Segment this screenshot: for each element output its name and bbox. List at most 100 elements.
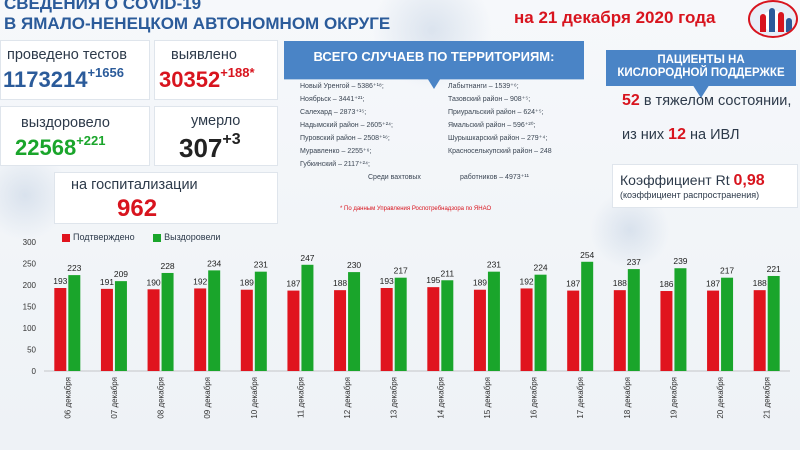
bar-recovered <box>487 271 500 371</box>
severe-line: 52 в тяжелом состоянии, <box>622 92 791 110</box>
bar-value-label: 217 <box>394 266 408 276</box>
coefficient-sub: (коэффициент распространения) <box>620 190 760 200</box>
tests-value: 1173214+1656 <box>3 65 124 92</box>
bar-confirmed <box>707 290 720 371</box>
coefficient-label: Коэффициент Rt <box>620 172 730 188</box>
x-tick-label: 10 декабря <box>250 377 259 419</box>
legend-swatch-green <box>153 233 162 242</box>
bar-value-label: 247 <box>300 253 314 263</box>
page-title: СВЕДЕНИЯ О COVID-19 В ЯМАЛО-НЕНЕЦКОМ АВТ… <box>4 0 390 34</box>
territory-item: Приуральский район – 624⁺⁵; <box>448 109 544 116</box>
shift-workers-value: работников – 4973⁺¹¹ <box>460 174 529 181</box>
legend-item-recovered: Выздоровели <box>153 232 228 242</box>
died-card: умерло 307+3 <box>154 106 278 166</box>
bar-value-label: 195 <box>426 275 440 285</box>
severe-value: 52 <box>622 92 640 109</box>
territory-item: Губкинский – 2117⁺²⁴; <box>300 161 370 168</box>
report-date: на 21 декабря 2020 года <box>514 8 716 27</box>
hospital-value: 962 <box>117 195 158 222</box>
bar-value-label: 189 <box>473 278 487 288</box>
bar-confirmed <box>520 288 533 371</box>
died-delta: +3 <box>222 131 241 148</box>
detected-value: 30352+188* <box>159 65 255 92</box>
ivl-prefix: из них <box>622 127 665 143</box>
ivl-suffix: на ИВЛ <box>690 127 740 143</box>
tests-label: проведено тестов <box>7 47 127 63</box>
bar-confirmed <box>613 290 626 371</box>
chart-legend: Подтверждено Выздоровели <box>62 232 236 242</box>
recovered-delta: +221 <box>76 133 106 148</box>
bar-value-label: 188 <box>753 278 767 288</box>
x-tick-label: 18 декабря <box>623 377 632 419</box>
bar-confirmed <box>100 288 113 371</box>
bar-value-label: 234 <box>207 258 221 268</box>
bar-value-label: 191 <box>100 277 114 287</box>
title-line-2: В ЯМАЛО-НЕНЕЦКОМ АВТОНОМНОМ ОКРУГЕ <box>4 14 391 33</box>
territory-item: Ямальский район – 596⁺²⁰; <box>448 122 536 129</box>
bar-value-label: 230 <box>347 260 361 270</box>
x-tick-label: 15 декабря <box>483 377 492 419</box>
bar-value-label: 237 <box>627 257 641 267</box>
bar-value-label: 221 <box>767 264 781 274</box>
territory-item: Новый Уренгой – 5386⁺¹⁸; <box>300 83 384 90</box>
x-tick-label: 12 декабря <box>343 377 352 419</box>
territory-item: Надымский район – 2605⁺²⁴; <box>300 122 393 129</box>
bar-recovered <box>767 275 780 371</box>
territory-item: Шурышкарский район – 279⁺⁴; <box>448 135 548 142</box>
bar-recovered <box>674 268 687 371</box>
bar-recovered <box>348 272 361 371</box>
x-tick-label: 07 декабря <box>110 377 119 419</box>
detected-card: выявлено 30352+188* <box>154 40 278 100</box>
y-tick-label: 0 <box>32 367 37 376</box>
x-tick-label: 21 декабря <box>763 377 772 419</box>
bar-recovered <box>161 272 174 371</box>
x-tick-label: 20 декабря <box>716 377 725 419</box>
x-tick-label: 08 декабря <box>157 377 166 419</box>
bar-confirmed <box>753 290 766 371</box>
bar-confirmed <box>427 287 440 371</box>
x-tick-label: 14 декабря <box>436 377 445 419</box>
bar-confirmed <box>473 289 486 371</box>
bar-value-label: 254 <box>580 250 594 260</box>
bar-recovered <box>534 274 547 371</box>
x-tick-label: 13 декабря <box>390 377 399 419</box>
coefficient-card <box>612 164 798 208</box>
y-tick-label: 50 <box>27 346 36 355</box>
bar-confirmed <box>194 288 207 371</box>
x-tick-label: 19 декабря <box>669 377 678 419</box>
died-value: 307+3 <box>179 131 241 163</box>
shift-workers-label: Среди вахтовых <box>368 174 421 181</box>
detected-label: выявлено <box>171 47 237 63</box>
y-tick-label: 300 <box>23 238 37 247</box>
legend-item-confirmed: Подтверждено <box>62 232 143 242</box>
territory-item: Тазовский район – 908⁺⁵; <box>448 96 531 103</box>
hospital-label: на госпитализации <box>71 177 198 193</box>
severe-text: в тяжелом состоянии, <box>643 93 792 109</box>
x-tick-label: 17 декабря <box>576 377 585 419</box>
tests-delta: +1656 <box>87 65 124 80</box>
bar-value-label: 209 <box>114 269 128 279</box>
x-tick-label: 16 декабря <box>530 377 539 419</box>
bar-value-label: 188 <box>613 278 627 288</box>
detected-delta: +188* <box>220 65 255 80</box>
bar-confirmed <box>660 291 673 371</box>
bar-recovered <box>114 281 127 371</box>
hospital-card: на госпитализации 962 <box>54 172 278 224</box>
bar-recovered <box>721 277 734 371</box>
bar-value-label: 192 <box>519 276 533 286</box>
recovered-value: 22568+221 <box>15 133 106 160</box>
bar-confirmed <box>380 288 393 371</box>
bar-recovered <box>394 277 407 371</box>
x-tick-label: 09 декабря <box>203 377 212 419</box>
bar-value-label: 211 <box>441 268 455 278</box>
territories-title: ВСЕГО СЛУЧАЕВ ПО ТЕРРИТОРИЯМ: <box>313 49 555 64</box>
died-label: умерло <box>191 113 241 129</box>
bar-recovered <box>254 271 267 371</box>
x-tick-label: 06 декабря <box>63 377 72 419</box>
bar-value-label: 190 <box>146 277 160 287</box>
bar-value-label: 187 <box>286 279 300 289</box>
bar-value-label: 189 <box>240 278 254 288</box>
bar-value-label: 187 <box>566 279 580 289</box>
